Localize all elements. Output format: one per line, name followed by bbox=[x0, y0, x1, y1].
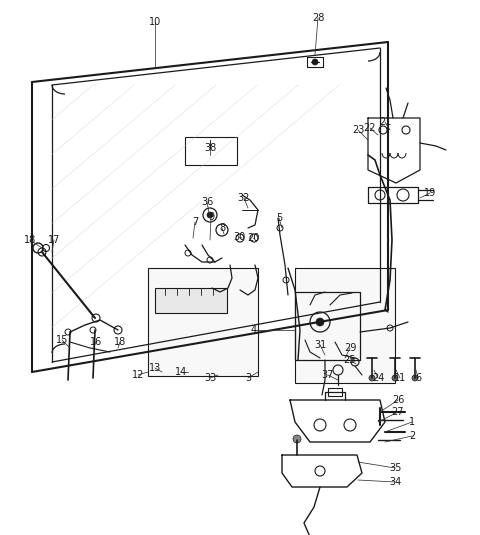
Text: 12: 12 bbox=[132, 370, 144, 380]
Text: 10: 10 bbox=[149, 17, 161, 27]
Text: 30: 30 bbox=[233, 232, 245, 242]
Circle shape bbox=[412, 375, 418, 381]
Text: 1: 1 bbox=[409, 417, 415, 427]
Text: 16: 16 bbox=[90, 337, 102, 347]
Text: 9: 9 bbox=[208, 212, 214, 222]
Text: 22: 22 bbox=[364, 123, 376, 133]
Text: 24: 24 bbox=[372, 373, 384, 383]
Circle shape bbox=[293, 435, 301, 443]
Text: 38: 38 bbox=[204, 143, 216, 153]
Text: 11: 11 bbox=[394, 373, 406, 383]
Text: 7: 7 bbox=[192, 217, 198, 227]
Text: 3: 3 bbox=[245, 373, 251, 383]
Text: 18: 18 bbox=[24, 235, 36, 245]
Circle shape bbox=[369, 375, 375, 381]
Text: 29: 29 bbox=[344, 343, 356, 353]
Text: 35: 35 bbox=[389, 463, 401, 473]
Circle shape bbox=[316, 318, 324, 326]
Bar bbox=[185, 137, 237, 165]
Text: 32: 32 bbox=[238, 193, 250, 203]
Text: 25: 25 bbox=[344, 355, 356, 365]
Text: 19: 19 bbox=[424, 188, 436, 198]
Text: 8: 8 bbox=[219, 223, 225, 233]
Bar bbox=[328, 388, 342, 396]
Text: 13: 13 bbox=[149, 363, 161, 373]
Text: 4: 4 bbox=[251, 325, 257, 335]
Text: 15: 15 bbox=[56, 335, 68, 345]
Bar bbox=[155, 288, 227, 313]
Text: 2: 2 bbox=[409, 431, 415, 441]
Text: 26: 26 bbox=[392, 395, 404, 405]
Circle shape bbox=[312, 59, 318, 65]
Bar bbox=[295, 268, 395, 383]
Text: 20: 20 bbox=[247, 233, 259, 243]
Text: 21: 21 bbox=[379, 117, 391, 127]
Text: 34: 34 bbox=[389, 477, 401, 487]
Text: 6: 6 bbox=[415, 373, 421, 383]
Text: 36: 36 bbox=[201, 197, 213, 207]
Text: 27: 27 bbox=[392, 407, 404, 417]
Text: 28: 28 bbox=[312, 13, 324, 23]
Text: 17: 17 bbox=[48, 235, 60, 245]
Text: 18: 18 bbox=[114, 337, 126, 347]
Circle shape bbox=[207, 212, 213, 218]
Circle shape bbox=[392, 375, 398, 381]
Text: 14: 14 bbox=[175, 367, 187, 377]
Text: 33: 33 bbox=[204, 373, 216, 383]
Bar bbox=[148, 268, 258, 376]
Text: 31: 31 bbox=[314, 340, 326, 350]
Text: 5: 5 bbox=[276, 213, 282, 223]
Text: 23: 23 bbox=[352, 125, 364, 135]
Text: 37: 37 bbox=[322, 370, 334, 380]
